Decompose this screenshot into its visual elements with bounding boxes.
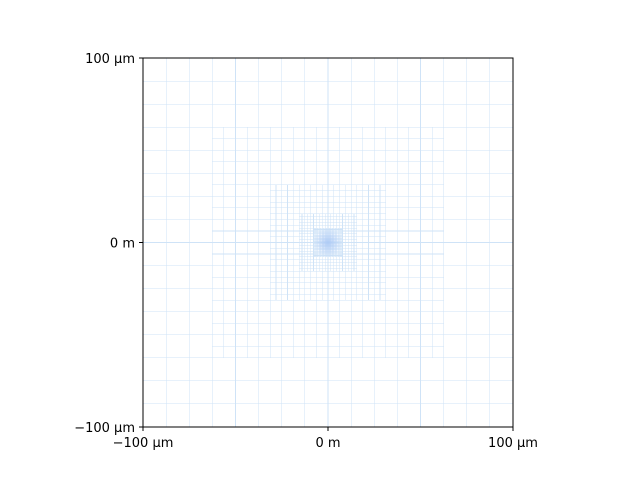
y-tick-label: 0 m [110,237,135,252]
mesh-center-refinement [313,227,343,258]
y-tick-label: −100 µm [74,421,135,436]
y-tick-label: 100 µm [85,52,135,67]
axis-ticks: −100 µm 0 m 100 µm −100 µm 0 m 100 µm [74,52,538,451]
x-tick-label: 0 m [315,436,340,451]
x-tick-label: −100 µm [113,436,174,451]
x-tick-label: 100 µm [488,436,538,451]
